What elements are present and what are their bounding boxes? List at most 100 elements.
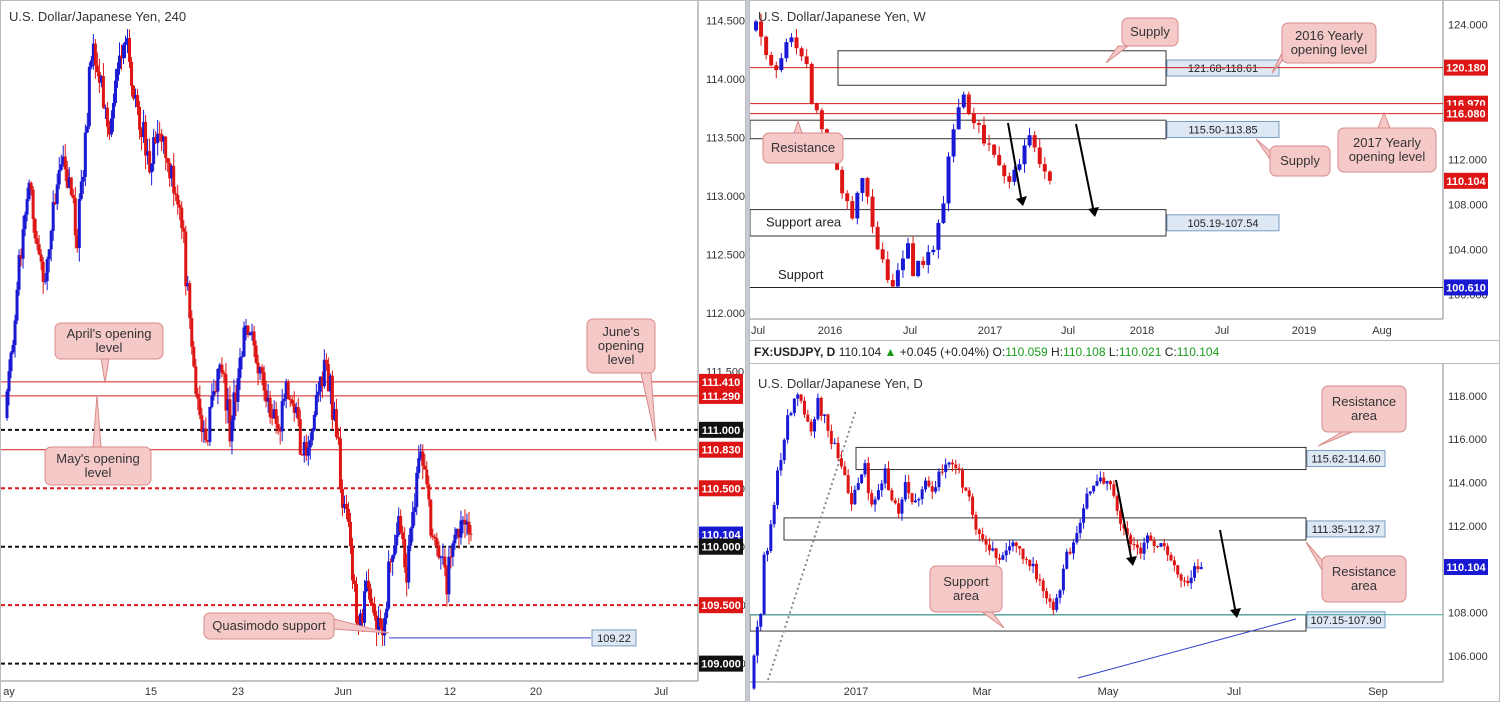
zone-tag: 115.62-114.60 — [1311, 453, 1380, 465]
callout-pointer — [1377, 111, 1391, 129]
arrow-head-2 — [1230, 608, 1241, 618]
weekly-chart[interactable]: 121.68-118.61 115.50-113.85 105.19-107.54 S… — [750, 1, 1500, 341]
price-tick-label: 104.000 — [1448, 244, 1488, 256]
candle-body — [105, 107, 109, 127]
callout-box — [44, 446, 152, 486]
candle-body — [126, 38, 130, 42]
candle-body — [198, 398, 202, 416]
candle-body — [836, 442, 840, 459]
candle-body — [850, 201, 855, 219]
candle-body — [772, 504, 776, 525]
candle-body — [212, 391, 216, 396]
candle-body — [252, 331, 256, 346]
candle-body — [930, 486, 934, 492]
candle-body — [1028, 559, 1032, 567]
candle-body — [154, 137, 158, 144]
candle-body — [196, 393, 200, 399]
candle-body — [15, 289, 19, 321]
candle-body — [69, 177, 73, 195]
candle-body — [964, 487, 968, 491]
candle-body — [840, 169, 845, 194]
candle-body — [1004, 550, 1008, 556]
time-tick-label: ay — [3, 686, 15, 698]
candle-body — [81, 176, 85, 182]
candle-body — [1012, 169, 1017, 182]
candle-body — [856, 483, 860, 490]
price-tag-bg — [699, 597, 743, 614]
candle-body — [230, 420, 234, 442]
candle-body — [140, 129, 144, 137]
candle-body — [917, 499, 921, 501]
candle-body — [910, 493, 914, 503]
candle-body — [883, 468, 887, 484]
candle-body — [146, 151, 150, 156]
candle-body — [200, 415, 204, 433]
daily-chart-panel[interactable]: 115.62-114.60 111.35-112.37 107.15-107.90 1… — [749, 363, 1500, 702]
candle-body — [150, 163, 154, 173]
candle-body — [1142, 542, 1146, 554]
candle-body — [288, 399, 292, 401]
candle-body — [819, 397, 823, 416]
candle-body — [274, 409, 278, 424]
price-tag: 110.000 — [701, 542, 740, 554]
candle-body — [880, 483, 884, 491]
candle-body — [1108, 481, 1112, 485]
candle-body — [946, 156, 951, 204]
callout-2017-yearly-opening-level: 2017 Yearly opening level — [1337, 111, 1437, 173]
close-label: C: — [1164, 345, 1177, 359]
candle-body — [977, 529, 981, 535]
candle-body — [1002, 165, 1007, 177]
candle-body — [365, 580, 369, 592]
candle-body — [762, 554, 766, 615]
candle-body — [290, 399, 294, 404]
callout-2016-yearly-opening-level: 2016 Yearly opening level — [1271, 22, 1377, 74]
time-tick-label: 23 — [232, 686, 244, 698]
h4-chart[interactable]: 109.22 114.500 114.000 113.500 113.000 112.50… — [1, 1, 746, 702]
candle-body — [895, 270, 900, 287]
h4-chart-title: U.S. Dollar/Japanese Yen, 240 — [9, 9, 187, 24]
candle-body — [1166, 546, 1170, 555]
candle-body — [87, 66, 91, 127]
candle-body — [59, 164, 63, 170]
candle-body — [334, 409, 338, 438]
time-tick-label: 20 — [530, 686, 542, 698]
time-tick-label: Mar — [973, 686, 992, 698]
callout-text: April's opening level — [67, 326, 152, 355]
candle-body — [354, 583, 358, 623]
candle-body — [218, 364, 222, 369]
candle-body — [320, 376, 324, 387]
candle-body — [759, 614, 763, 627]
candle-body — [1149, 535, 1153, 541]
candle-body — [47, 249, 51, 260]
weekly-chart-panel[interactable]: 121.68-118.61 115.50-113.85 105.19-107.54 S… — [749, 0, 1500, 341]
candle-body — [391, 555, 395, 562]
candle-body — [956, 107, 961, 130]
candle-body — [794, 37, 799, 49]
h4-chart-panel[interactable]: 109.22 114.500 114.000 113.500 113.000 112.50… — [0, 0, 746, 702]
candle-body — [220, 364, 224, 373]
callout-resistance-area-bottom: Resistance area — [1305, 541, 1407, 603]
price-tag: 110.104 — [1446, 562, 1486, 574]
candle-body — [381, 626, 385, 636]
candle-body — [855, 192, 860, 219]
candle-body — [429, 499, 433, 536]
candle-body — [1196, 566, 1200, 570]
candle-body — [447, 556, 451, 595]
candle-body — [1058, 590, 1062, 598]
candle-body — [308, 440, 312, 448]
daily-chart[interactable]: 115.62-114.60 111.35-112.37 107.15-107.90 1… — [750, 364, 1500, 702]
candle-body — [119, 55, 123, 59]
candle-body — [421, 451, 425, 466]
candle-body — [415, 472, 419, 508]
candle-body — [260, 367, 264, 373]
candle-body — [1071, 542, 1075, 554]
candle-body — [467, 521, 471, 534]
candle-body — [845, 193, 850, 202]
candle-body — [318, 376, 322, 392]
zone-tag: 121.68-118.61 — [1188, 63, 1258, 75]
candle-body — [981, 534, 985, 540]
callout-box — [54, 322, 164, 360]
candle-body — [887, 468, 891, 491]
candle-body — [172, 165, 176, 194]
candle-body — [833, 442, 837, 444]
